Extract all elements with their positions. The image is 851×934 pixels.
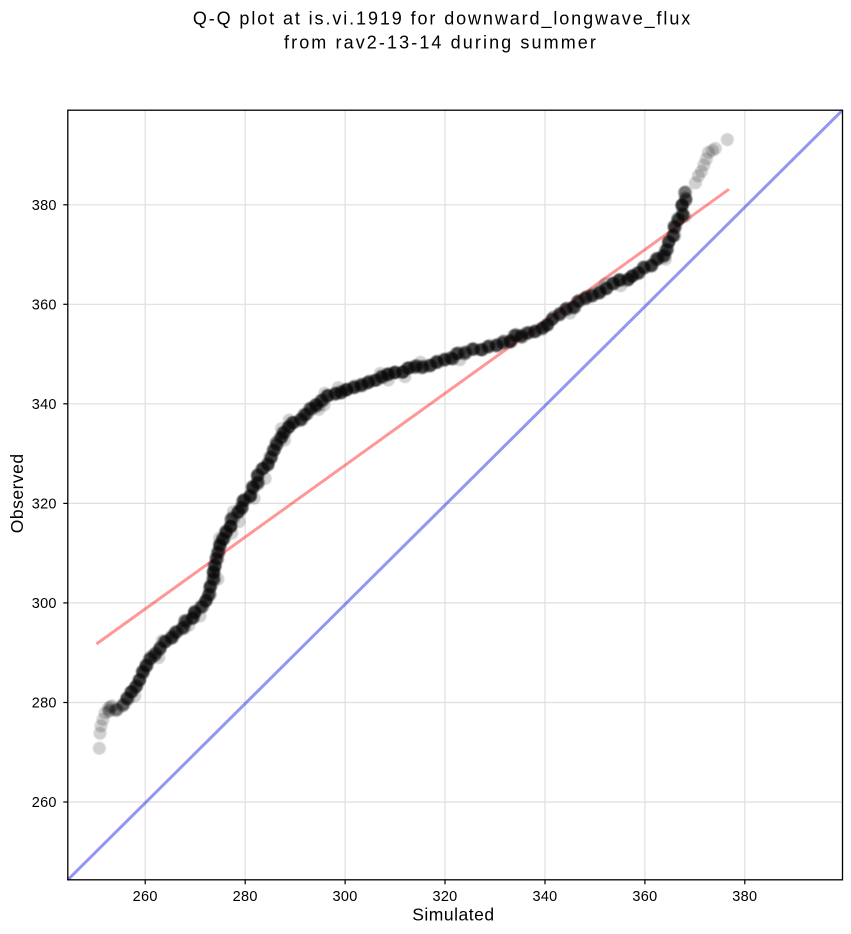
svg-text:300: 300 (32, 596, 57, 612)
svg-text:Simulated: Simulated (412, 905, 494, 925)
svg-text:300: 300 (333, 889, 358, 905)
svg-text:380: 380 (732, 889, 757, 905)
svg-text:from rav2-13-14 during summer: from rav2-13-14 during summer (284, 32, 598, 52)
svg-text:360: 360 (632, 889, 657, 905)
svg-text:320: 320 (432, 889, 457, 905)
svg-text:360: 360 (32, 297, 57, 313)
svg-text:280: 280 (32, 696, 57, 712)
svg-text:320: 320 (32, 496, 57, 512)
svg-text:Q-Q plot at is.vi.1919 for dow: Q-Q plot at is.vi.1919 for downward_long… (193, 8, 692, 29)
svg-text:280: 280 (233, 889, 258, 905)
svg-text:Observed: Observed (7, 453, 27, 533)
svg-text:260: 260 (133, 889, 158, 905)
svg-text:380: 380 (32, 198, 57, 214)
svg-text:340: 340 (32, 397, 57, 413)
svg-text:340: 340 (532, 889, 557, 905)
svg-text:260: 260 (32, 795, 57, 811)
